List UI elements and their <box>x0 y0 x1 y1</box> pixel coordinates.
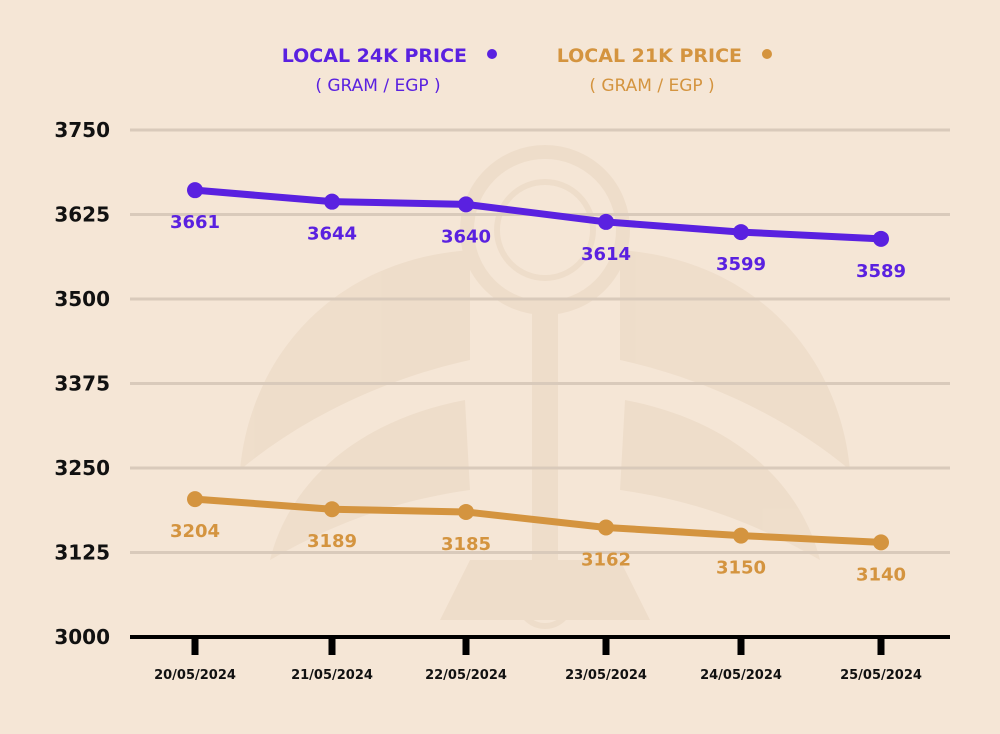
legend-unit-0: ( GRAM / EGP ) <box>315 76 440 96</box>
data-label: 3614 <box>581 244 631 265</box>
legend-dot-1 <box>762 49 772 59</box>
series-line-0 <box>191 186 885 243</box>
legend-title-0: LOCAL 24K PRICE <box>282 45 467 67</box>
x-tick-label: 22/05/2024 <box>425 668 507 683</box>
data-label: 3189 <box>307 531 357 552</box>
legend-title-1: LOCAL 21K PRICE <box>557 45 742 67</box>
grid-lines <box>130 128 950 554</box>
data-point <box>873 534 889 551</box>
y-tick-label: 3750 <box>54 118 110 142</box>
data-point <box>458 196 474 213</box>
series-line-1 <box>191 495 885 546</box>
data-point <box>733 224 749 241</box>
y-tick-label: 3500 <box>54 287 110 311</box>
data-point <box>324 501 340 518</box>
watermark-emblem <box>240 145 850 629</box>
y-tick-label: 3375 <box>54 372 110 396</box>
data-point <box>324 193 340 210</box>
x-axis: 20/05/2024 21/05/2024 22/05/2024 23/05/2024… <box>130 635 950 683</box>
data-point <box>598 213 614 230</box>
y-tick-label: 3625 <box>54 203 110 227</box>
legend: LOCAL 24K PRICE ( GRAM / EGP ) LOCAL 21K P… <box>282 45 772 96</box>
x-tick-label: 21/05/2024 <box>291 668 373 683</box>
data-label: 3140 <box>856 564 906 585</box>
data-label: 3640 <box>441 226 491 247</box>
data-point <box>733 527 749 544</box>
data-point <box>458 503 474 520</box>
legend-unit-1: ( GRAM / EGP ) <box>589 76 714 96</box>
data-label: 3204 <box>170 521 220 542</box>
x-tick-label: 25/05/2024 <box>840 668 922 683</box>
data-point <box>873 230 889 247</box>
y-tick-label: 3000 <box>54 625 110 649</box>
data-label: 3589 <box>856 261 906 282</box>
x-tick-label: 23/05/2024 <box>565 668 647 683</box>
data-label: 3644 <box>307 224 357 245</box>
data-point <box>187 182 203 199</box>
x-tick-label: 24/05/2024 <box>700 668 782 683</box>
data-point <box>187 491 203 508</box>
data-label: 3162 <box>581 549 631 570</box>
data-label: 3661 <box>170 212 220 233</box>
x-tick-label: 20/05/2024 <box>154 668 236 683</box>
data-label: 3185 <box>441 534 491 555</box>
legend-dot-0 <box>487 49 497 59</box>
y-axis-ticks: 3750 3625 3500 3375 3250 3125 3000 <box>54 118 110 649</box>
data-point <box>598 519 614 536</box>
series-group: 3661 3644 3640 3614 3599 3589 3204 3189 3185 3162… <box>170 182 906 585</box>
data-label: 3599 <box>716 254 766 275</box>
data-label: 3150 <box>716 558 766 579</box>
y-tick-label: 3250 <box>54 456 110 480</box>
y-tick-label: 3125 <box>54 541 110 565</box>
